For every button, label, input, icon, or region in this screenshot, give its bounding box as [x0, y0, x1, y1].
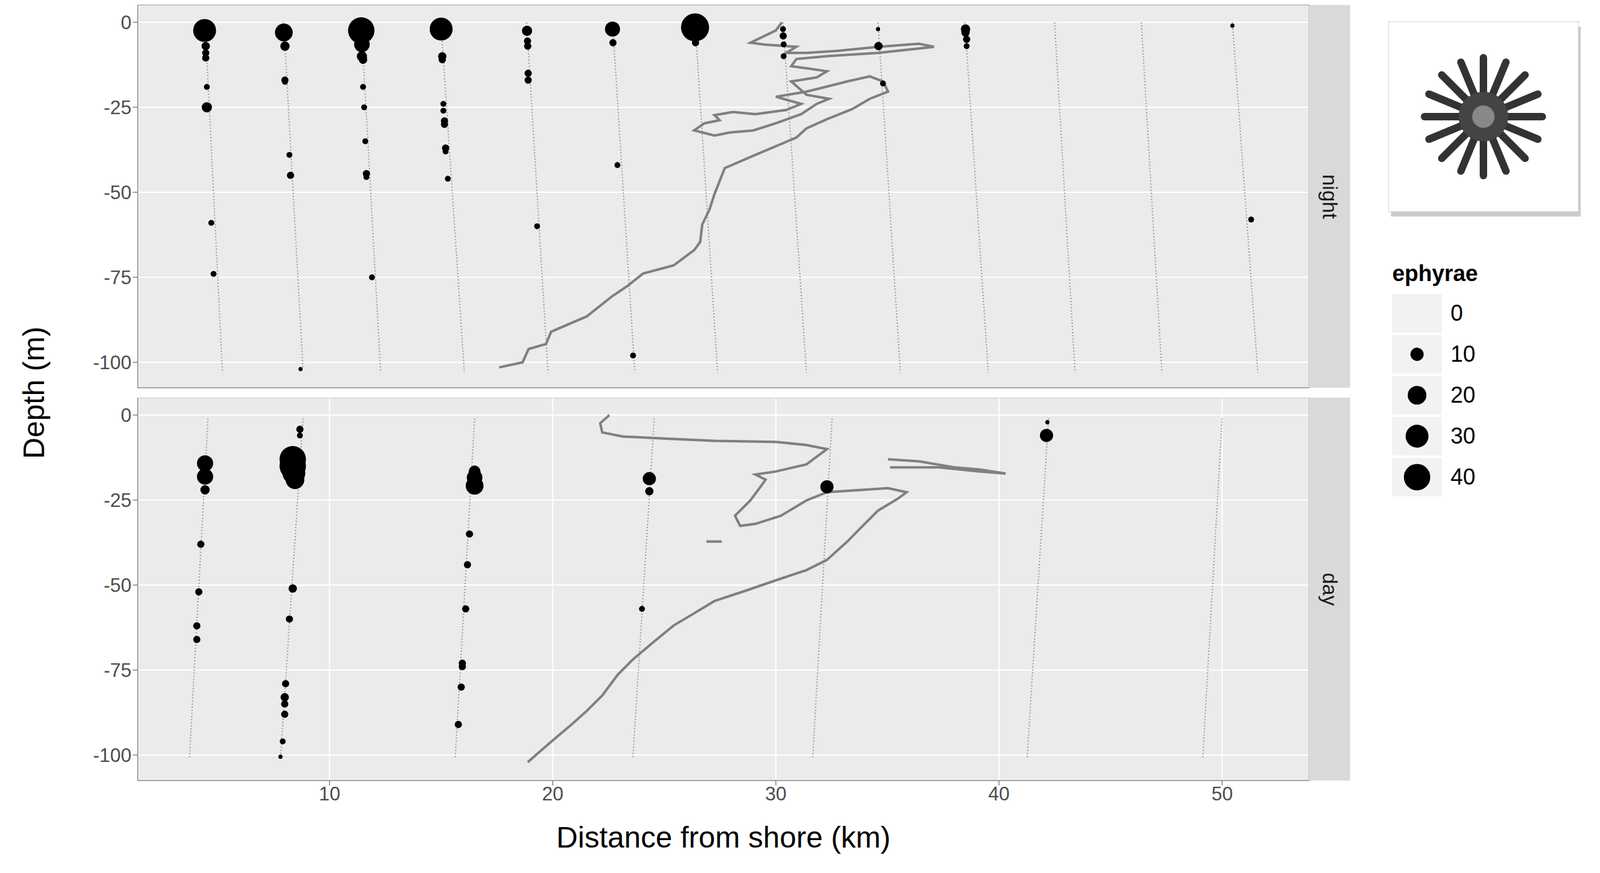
svg-text:-100: -100	[93, 744, 132, 766]
html-text:Depth (m): Depth (m)	[17, 326, 50, 459]
svg-text:40: 40	[988, 782, 1010, 805]
html-text:30: 30	[1450, 422, 1476, 449]
svg-text:-25: -25	[103, 96, 132, 119]
svg-text:30: 30	[765, 782, 787, 805]
html-text:day: day	[1318, 572, 1342, 606]
svg-text:0: 0	[120, 404, 132, 427]
html-text:20: 20	[1450, 382, 1476, 408]
svg-text:-75: -75	[103, 266, 132, 289]
svg-text:10: 10	[318, 782, 340, 805]
svg-text:20: 20	[542, 782, 564, 805]
svg-text:50: 50	[1211, 782, 1233, 805]
html-text:10: 10	[1450, 341, 1476, 367]
html-text:0: 0	[1450, 300, 1463, 326]
html-text:ephyrae: ephyrae	[1392, 260, 1478, 286]
svg-text:-75: -75	[103, 659, 132, 681]
html-text:40: 40	[1450, 463, 1476, 490]
svg-text:Distance from shore (km): Distance from shore (km)	[556, 820, 891, 854]
svg-text:-25: -25	[103, 489, 132, 512]
svg-text:-100: -100	[93, 351, 132, 374]
svg-text:-50: -50	[103, 181, 132, 204]
html-text:night: night	[1318, 174, 1342, 219]
svg-text:0: 0	[120, 11, 132, 34]
svg-text:-50: -50	[103, 574, 132, 596]
